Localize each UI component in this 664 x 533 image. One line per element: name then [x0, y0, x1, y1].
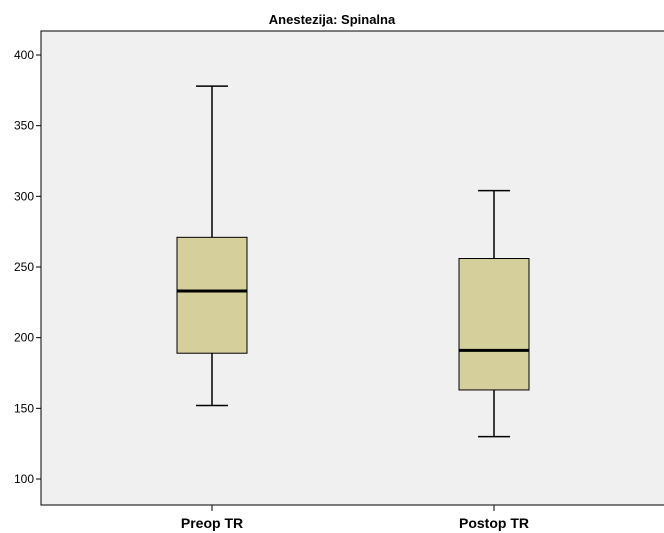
x-tick-label: Postop TR [459, 515, 529, 531]
y-tick-label: 250 [14, 260, 34, 274]
x-axis: Preop TR Postop TR [181, 505, 529, 531]
y-tick-label: 300 [14, 189, 34, 203]
x-tick-label: Preop TR [181, 515, 243, 531]
iqr-box [458, 258, 530, 391]
plot-area [40, 30, 664, 506]
box-series [176, 85, 530, 438]
box-preop-tr [176, 85, 248, 407]
y-tick-label: 150 [14, 401, 34, 415]
y-tick-label: 200 [14, 331, 34, 345]
y-tick-label: 400 [14, 48, 34, 62]
chart-title: Anestezija: Spinalna [269, 12, 396, 27]
y-axis: 100 150 200 250 300 350 400 [14, 48, 41, 486]
box-postop-tr [458, 189, 530, 438]
y-tick-label: 100 [14, 472, 34, 486]
y-tick-label: 350 [14, 119, 34, 133]
iqr-box [176, 236, 248, 354]
